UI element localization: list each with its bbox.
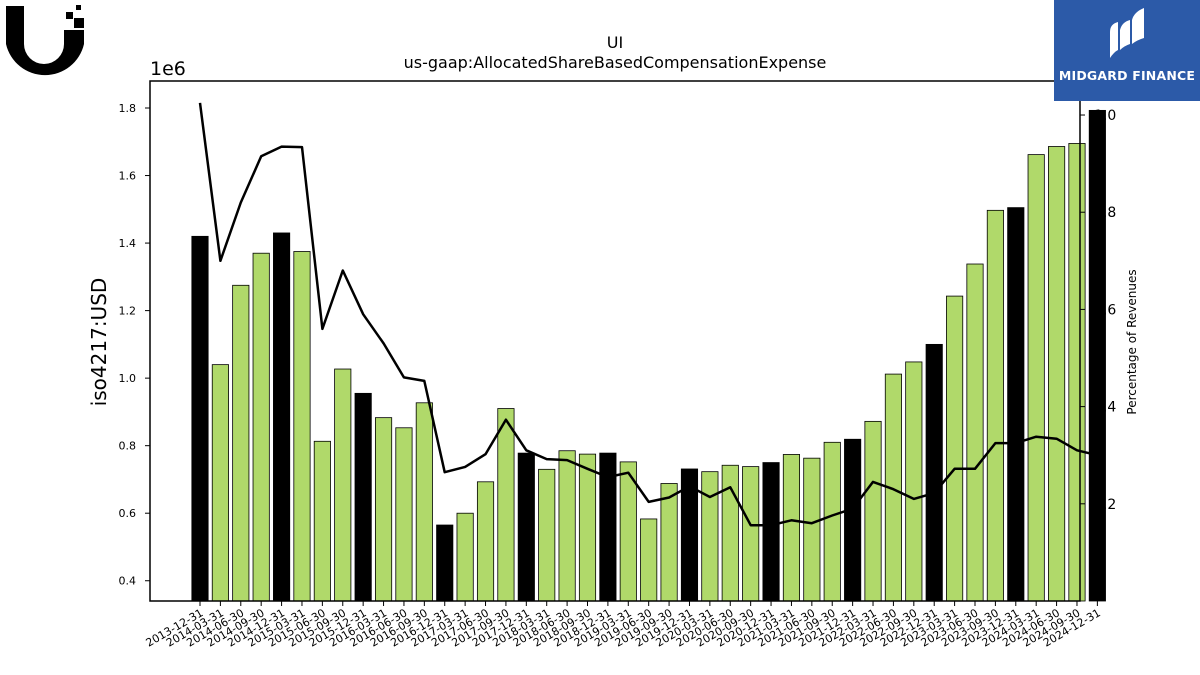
bar-2021-03-31	[782, 454, 801, 602]
bar-2015-12-31	[354, 392, 372, 602]
chart-subtitle: us-gaap:AllocatedShareBasedCompensationE…	[404, 53, 827, 72]
y2-tick-label: 0.2	[1094, 497, 1116, 513]
y-tick-label: 0.6	[119, 507, 137, 520]
bar-2015-06-30	[313, 440, 331, 602]
bar-2015-09-30	[334, 368, 352, 602]
bar-2017-12-31	[517, 452, 535, 602]
chart-title: UI	[607, 33, 623, 52]
y-tick-label: 0.8	[119, 440, 137, 453]
bar-2022-03-31	[864, 420, 882, 602]
bar-2019-09-30	[660, 483, 678, 602]
y-tick-label: 1.2	[119, 305, 137, 318]
bar-2013-12-31	[191, 235, 209, 602]
y-tick-label: 1.0	[119, 372, 137, 385]
bar-2017-03-31	[456, 512, 474, 602]
bar-2021-09-30	[823, 441, 841, 602]
bar-2020-03-31	[701, 471, 719, 602]
y-axis-label: iso4217:USD	[87, 278, 111, 407]
bar-2023-12-31	[1007, 207, 1025, 602]
y2-tick-label: 0.4	[1094, 400, 1116, 416]
bar-2018-06-30	[558, 450, 576, 602]
bar-2023-09-30	[986, 209, 1004, 602]
midgard-finance-badge: MIDGARD FINANCE	[1054, 0, 1200, 101]
bar-2024-06-30	[1048, 146, 1066, 602]
y-tick-label: 1.8	[119, 102, 137, 115]
y2-tick-label: 0.6	[1094, 302, 1116, 318]
ubiquiti-logo-icon	[6, 5, 84, 76]
bar-2018-09-30	[578, 453, 597, 602]
y2-axis-label: Percentage of Revenues	[1125, 269, 1139, 414]
y-multiplier-label: 1e6	[150, 58, 186, 80]
bar-2018-03-31	[538, 468, 556, 602]
y2-tick-label: 0.8	[1094, 205, 1116, 221]
bar-2014-09-30	[252, 252, 270, 602]
bar-2015-03-31	[293, 251, 311, 602]
bar-2014-03-31	[211, 364, 229, 602]
bar-2023-06-30	[966, 263, 984, 602]
plot-frame	[149, 80, 1081, 602]
midgard-logo-icon	[1110, 8, 1144, 58]
y-tick-label: 0.4	[119, 575, 137, 588]
bar-2017-09-30	[497, 408, 515, 602]
bar-2016-09-30	[415, 402, 433, 602]
bar-2020-09-30	[742, 466, 760, 602]
bar-2014-06-30	[232, 284, 250, 602]
bar-2019-06-30	[640, 518, 658, 602]
y-tick-label: 1.6	[119, 170, 137, 183]
bar-2021-12-31	[844, 438, 862, 602]
company-name: MIDGARD FINANCE	[1058, 68, 1196, 83]
bar-2016-03-31	[374, 417, 393, 602]
y2-tick-label: 1.0	[1094, 108, 1116, 124]
bar-2022-12-31	[925, 343, 943, 602]
bar-2017-06-30	[476, 481, 495, 602]
bar-2021-06-30	[803, 457, 821, 602]
bar-2014-12-31	[273, 232, 291, 602]
percentage-line	[198, 102, 1098, 527]
bar-2020-06-30	[721, 464, 739, 602]
bar-2024-12-31	[1088, 109, 1106, 602]
bar-2022-09-30	[905, 361, 923, 602]
y-tick-label: 1.4	[119, 237, 137, 250]
bar-2023-03-31	[946, 295, 964, 602]
bar-2020-12-31	[762, 462, 780, 602]
bar-2016-12-31	[436, 524, 454, 602]
bar-2016-06-30	[395, 427, 413, 602]
bar-2024-03-31	[1027, 154, 1045, 602]
